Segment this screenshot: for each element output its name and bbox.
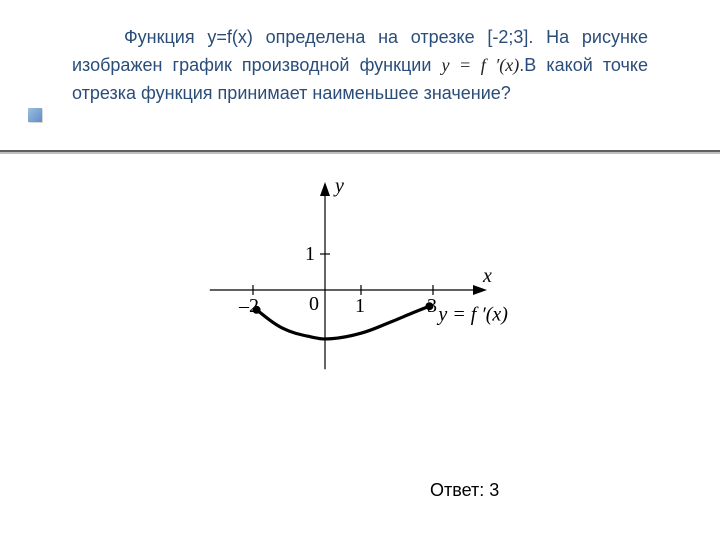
curve-endpoint: [253, 306, 261, 314]
axis-label-x: x: [482, 265, 492, 287]
origin-label: 0: [309, 293, 319, 315]
problem-text: Функция y=f(x) определена на отрезке [-2…: [72, 24, 648, 108]
derivative-curve: [257, 306, 430, 339]
y-tick-label: 1: [305, 243, 315, 265]
curve-endpoint: [425, 302, 433, 310]
answer-text: Ответ: 3: [430, 480, 499, 501]
derivative-graph: yx0–2131y = f ′(x): [190, 170, 530, 430]
horizontal-divider: [0, 150, 720, 152]
problem-formula: y = f ′(x): [441, 55, 519, 75]
x-tick-label: 1: [355, 295, 365, 317]
curve-label: y = f ′(x): [436, 304, 508, 326]
axis-label-y: y: [333, 175, 344, 197]
slide-bullet: [28, 108, 42, 122]
